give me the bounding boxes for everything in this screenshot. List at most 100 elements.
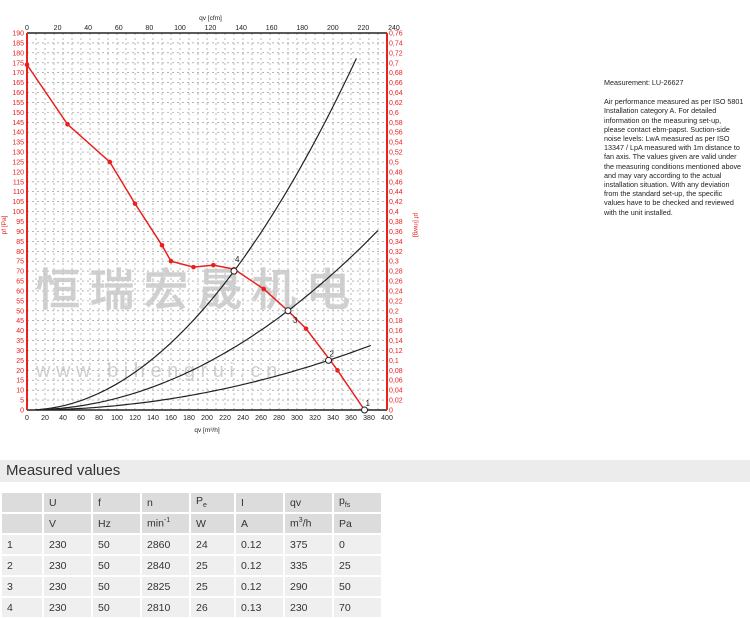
table-cell: 230 (285, 598, 332, 617)
y2-tick-label: 0,58 (389, 120, 403, 127)
x-tick-label: 20 (41, 415, 49, 422)
y2-tick-label: 0,32 (389, 249, 403, 256)
header-cell: Pe (191, 493, 234, 512)
x-tick-label: 300 (291, 415, 303, 422)
y2-tick-label: 0,14 (389, 338, 403, 345)
operating-point-label: 2 (330, 349, 335, 358)
y2-tick-label: 0,16 (389, 328, 403, 335)
table-cell: 3 (2, 577, 42, 596)
system-curve-3 (35, 229, 379, 411)
fan-curve-marker (24, 62, 30, 68)
table-cell: 26 (191, 598, 234, 617)
y-tick-label: 35 (16, 338, 24, 345)
unit-cell: A (236, 514, 283, 533)
y2-tick-label: 0,28 (389, 269, 403, 276)
x-tick-label: 360 (345, 415, 357, 422)
y2-tick-label: 0,24 (389, 288, 403, 295)
table-cell: 335 (285, 556, 332, 575)
y2-tick-label: 0,7 (389, 60, 399, 67)
x2-tick-label: 0 (25, 25, 29, 32)
header-cell: qv (285, 493, 332, 512)
operating-point-3 (284, 307, 292, 315)
table-cell: 2810 (142, 598, 189, 617)
x-tick-label: 220 (219, 415, 231, 422)
y-tick-label: 160 (12, 90, 24, 97)
fan-curve-marker (191, 264, 196, 270)
table-cell: 2840 (142, 556, 189, 575)
operating-point-2 (325, 356, 332, 364)
y2-tick-label: 0,46 (389, 179, 403, 186)
y-tick-label: 180 (12, 50, 24, 57)
x2-tick-label: 20 (54, 25, 62, 32)
table-row: 4 230 50 2810 26 0.13 230 70 (2, 598, 381, 617)
x2-tick-label: 60 (115, 25, 123, 32)
fan-curve-marker (211, 262, 216, 268)
x-tick-label: 0 (25, 415, 29, 422)
x-tick-label: 160 (165, 415, 177, 422)
y-tick-label: 30 (16, 348, 24, 355)
y2-tick-label: 0,34 (389, 239, 403, 246)
y-tick-label: 15 (16, 378, 24, 385)
unit-cell: Hz (93, 514, 140, 533)
y-tick-label: 0 (20, 408, 24, 415)
table-cell: 50 (93, 598, 140, 617)
table-cell: 290 (285, 577, 332, 596)
measured-values-table: U f n Pe I qv pfs V Hz min-1 W A m3/h Pa… (0, 491, 383, 619)
unit-cell: m3/h (285, 514, 332, 533)
unit-cell: W (191, 514, 234, 533)
x-tick-label: 40 (59, 415, 67, 422)
x2-tick-label: 40 (84, 25, 92, 32)
y2-tick-label: 0,72 (389, 50, 403, 57)
x2-tick-label: 160 (266, 25, 278, 32)
x-tick-label: 180 (183, 415, 195, 422)
operating-point-label: 1 (366, 399, 371, 408)
y-tick-label: 90 (16, 229, 24, 236)
y-tick-label: 140 (12, 130, 24, 137)
y-tick-label: 40 (16, 328, 24, 335)
y2-tick-label: 0,52 (389, 150, 403, 157)
y-tick-label: 135 (12, 140, 24, 147)
table-row: 3 230 50 2825 25 0.12 290 50 (2, 577, 381, 596)
y2-tick-label: 0,36 (389, 229, 403, 236)
header-cell (2, 493, 42, 512)
x-tick-label: 120 (129, 415, 141, 422)
y-tick-label: 95 (16, 219, 24, 226)
header-cell: f (93, 493, 140, 512)
unit-cell (2, 514, 42, 533)
x2-tick-label: 100 (174, 25, 186, 32)
x2-tick-label: 200 (327, 25, 339, 32)
table-cell: 50 (93, 577, 140, 596)
x2-tick-label: 140 (235, 25, 247, 32)
x-tick-label: 140 (147, 415, 159, 422)
table-cell: 230 (44, 577, 91, 596)
y-tick-label: 115 (13, 179, 24, 186)
y-tick-label: 165 (12, 80, 24, 87)
fan-curve-marker (107, 159, 113, 165)
y-tick-label: 155 (12, 100, 24, 107)
y2-tick-label: 0,1 (389, 358, 399, 365)
table-cell: 375 (285, 535, 332, 554)
y-tick-label: 10 (16, 388, 24, 395)
y2-axis-label: pf [inwg] (412, 213, 419, 237)
table-cell: 0.12 (236, 556, 283, 575)
operating-point-1 (361, 406, 368, 414)
table-cell: 0 (334, 535, 381, 554)
x-tick-label: 400 (381, 415, 393, 422)
y-tick-label: 45 (16, 318, 24, 325)
y-tick-label: 185 (12, 40, 24, 47)
x2-tick-label: 240 (388, 25, 400, 32)
y2-tick-label: 0,54 (389, 140, 403, 147)
table-cell: 4 (2, 598, 42, 617)
fan-curve-marker (335, 368, 340, 373)
y-tick-label: 190 (12, 31, 24, 38)
y2-tick-label: 0,64 (389, 90, 403, 97)
y2-tick-label: 0,2 (389, 308, 399, 315)
y2-tick-label: 0,22 (389, 298, 403, 305)
header-cell: n (142, 493, 189, 512)
x2-tick-label: 180 (296, 25, 308, 32)
y2-tick-label: 0,62 (389, 100, 403, 107)
header-cell: U (44, 493, 91, 512)
operating-point-label: 3 (293, 316, 298, 325)
y-tick-label: 5 (20, 398, 24, 405)
